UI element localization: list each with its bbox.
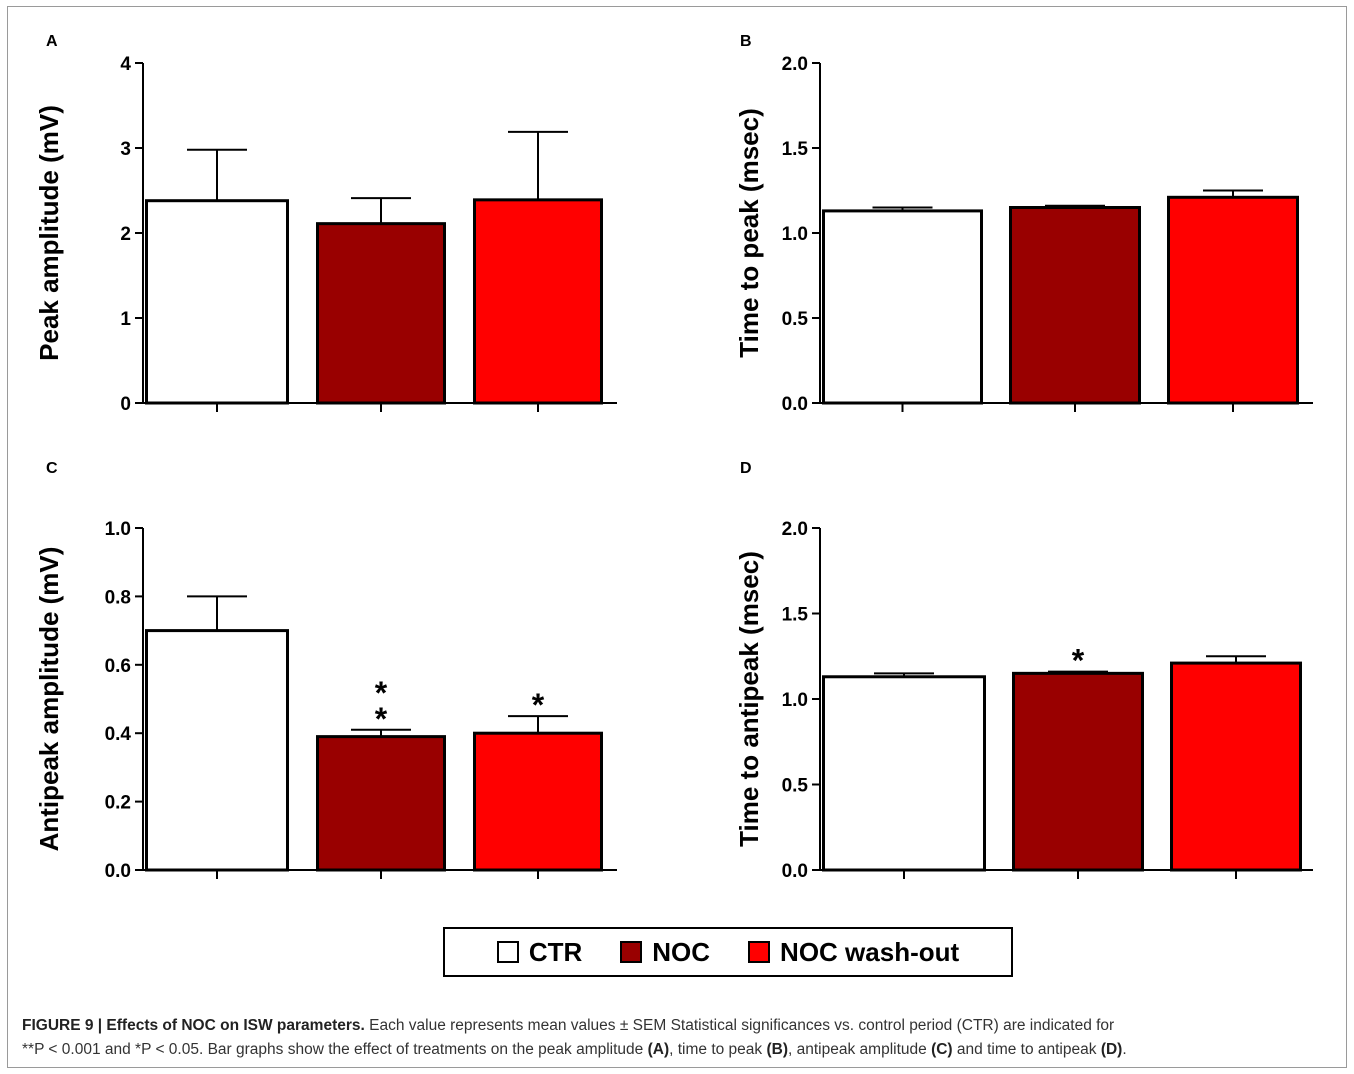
legend-swatch-noc-washout bbox=[748, 941, 771, 963]
legend-item-ctr: CTR bbox=[496, 936, 583, 968]
y-tick-label-c: 0.8 bbox=[105, 587, 131, 608]
caption-label: FIGURE 9 | Effects of NOC on ISW paramet… bbox=[22, 1017, 365, 1034]
legend-label-ctr: CTR bbox=[528, 936, 583, 967]
y-tick-label-d: 1.0 bbox=[782, 690, 808, 711]
caption-text-4: , antipeak amplitude bbox=[788, 1041, 932, 1058]
caption-ref-a: (A) bbox=[647, 1041, 670, 1058]
panel-letter-c: C bbox=[46, 460, 58, 477]
significance-marker-d: * bbox=[1072, 643, 1085, 679]
bar-d-ctr bbox=[822, 675, 986, 872]
y-tick-label-a: 4 bbox=[120, 54, 131, 75]
bar-b-noc bbox=[1009, 206, 1141, 405]
bar-d-noc bbox=[1012, 671, 1144, 872]
y-tick-label-c: 0.4 bbox=[105, 724, 132, 745]
legend-label-noc: NOC bbox=[652, 936, 711, 967]
caption-ref-d: (D) bbox=[1100, 1041, 1123, 1058]
bar-a-ctr bbox=[145, 199, 289, 405]
figure-charts: A Peak amplitude (mV) 0 1 2 3 4 B Time to peak (… bbox=[34, 33, 1313, 882]
bar-b-ctr bbox=[822, 209, 983, 405]
caption-ref-b: (B) bbox=[766, 1041, 789, 1058]
y-tick-label-a: 1 bbox=[120, 309, 131, 330]
bar-b-noc-wash-out bbox=[1167, 195, 1299, 405]
caption-text-3: , time to peak bbox=[669, 1041, 767, 1058]
bar-c-noc bbox=[316, 735, 446, 872]
y-tick-label-d: 2.0 bbox=[782, 519, 808, 540]
y-tick-label-a: 0 bbox=[120, 394, 131, 415]
chart-panel-a: A Peak amplitude (mV) 0 1 2 3 4 bbox=[34, 33, 617, 415]
bar-a-noc-wash-out bbox=[473, 198, 603, 405]
chart-panel-c: C Antipeak amplitude (mV) 0.0 0.2 0.4 0.6 0.8 1… bbox=[34, 460, 617, 882]
y-tick-label-b: 1.5 bbox=[782, 139, 809, 160]
panel-letter-d: D bbox=[740, 460, 752, 477]
legend: CTR NOC NOC wash-out bbox=[443, 927, 1013, 977]
significance-marker-c: * bbox=[375, 675, 388, 711]
y-tick-label-d: 0.5 bbox=[782, 776, 809, 797]
y-axis-label-c: Antipeak amplitude (mV) bbox=[34, 547, 64, 852]
y-tick-label-c: 0.0 bbox=[105, 861, 131, 882]
bar-c-noc-wash-out bbox=[473, 731, 603, 872]
caption-text-6: . bbox=[1122, 1041, 1127, 1058]
chart-panel-d: D Time to antipeak (msec) 0.0 0.5 1.0 1.5 2.0 * bbox=[734, 460, 1313, 882]
y-tick-label-b: 0.5 bbox=[782, 309, 809, 330]
significance-marker-c: * bbox=[532, 687, 545, 723]
y-tick-label-a: 3 bbox=[120, 139, 131, 160]
chart-panel-b: B Time to peak (msec) 0.0 0.5 1.0 1.5 2.0 bbox=[734, 33, 1313, 415]
y-tick-label-a: 2 bbox=[120, 224, 131, 245]
caption-ref-c: (C) bbox=[931, 1041, 953, 1058]
y-tick-label-b: 2.0 bbox=[782, 54, 808, 75]
y-tick-label-d: 0.0 bbox=[782, 861, 808, 882]
caption-text-5: and time to antipeak bbox=[952, 1041, 1101, 1058]
panel-letter-a: A bbox=[46, 33, 58, 50]
y-tick-label-b: 0.0 bbox=[782, 394, 808, 415]
y-tick-label-b: 1.0 bbox=[782, 224, 808, 245]
figure-frame bbox=[7, 6, 1347, 1068]
bar-c-ctr bbox=[145, 629, 289, 872]
y-tick-label-d: 1.5 bbox=[782, 605, 809, 626]
y-tick-label-c: 1.0 bbox=[105, 519, 131, 540]
y-tick-label-c: 0.6 bbox=[105, 656, 131, 677]
y-tick-label-c: 0.2 bbox=[105, 793, 131, 814]
legend-swatch-ctr bbox=[496, 941, 519, 963]
caption-text-1: Each value represents mean values ± SEM … bbox=[364, 1017, 1115, 1034]
figure-caption: FIGURE 9 | Effects of NOC on ISW paramet… bbox=[22, 1014, 1332, 1062]
legend-item-noc-washout: NOC wash-out bbox=[748, 937, 959, 968]
significance-marker-c: * bbox=[375, 701, 388, 737]
y-axis-label-b: Time to peak (msec) bbox=[734, 108, 764, 358]
y-axis-label-a: Peak amplitude (mV) bbox=[34, 105, 64, 361]
caption-text-2: **P < 0.001 and *P < 0.05. Bar graphs sh… bbox=[22, 1041, 648, 1058]
bar-a-noc bbox=[316, 222, 446, 405]
panel-letter-b: B bbox=[740, 33, 752, 50]
legend-swatch-noc bbox=[620, 941, 643, 963]
legend-item-noc: NOC bbox=[620, 937, 710, 968]
y-axis-label-d: Time to antipeak (msec) bbox=[734, 551, 764, 847]
bar-d-noc-wash-out bbox=[1170, 661, 1302, 872]
legend-label-noc-washout: NOC wash-out bbox=[780, 936, 960, 967]
